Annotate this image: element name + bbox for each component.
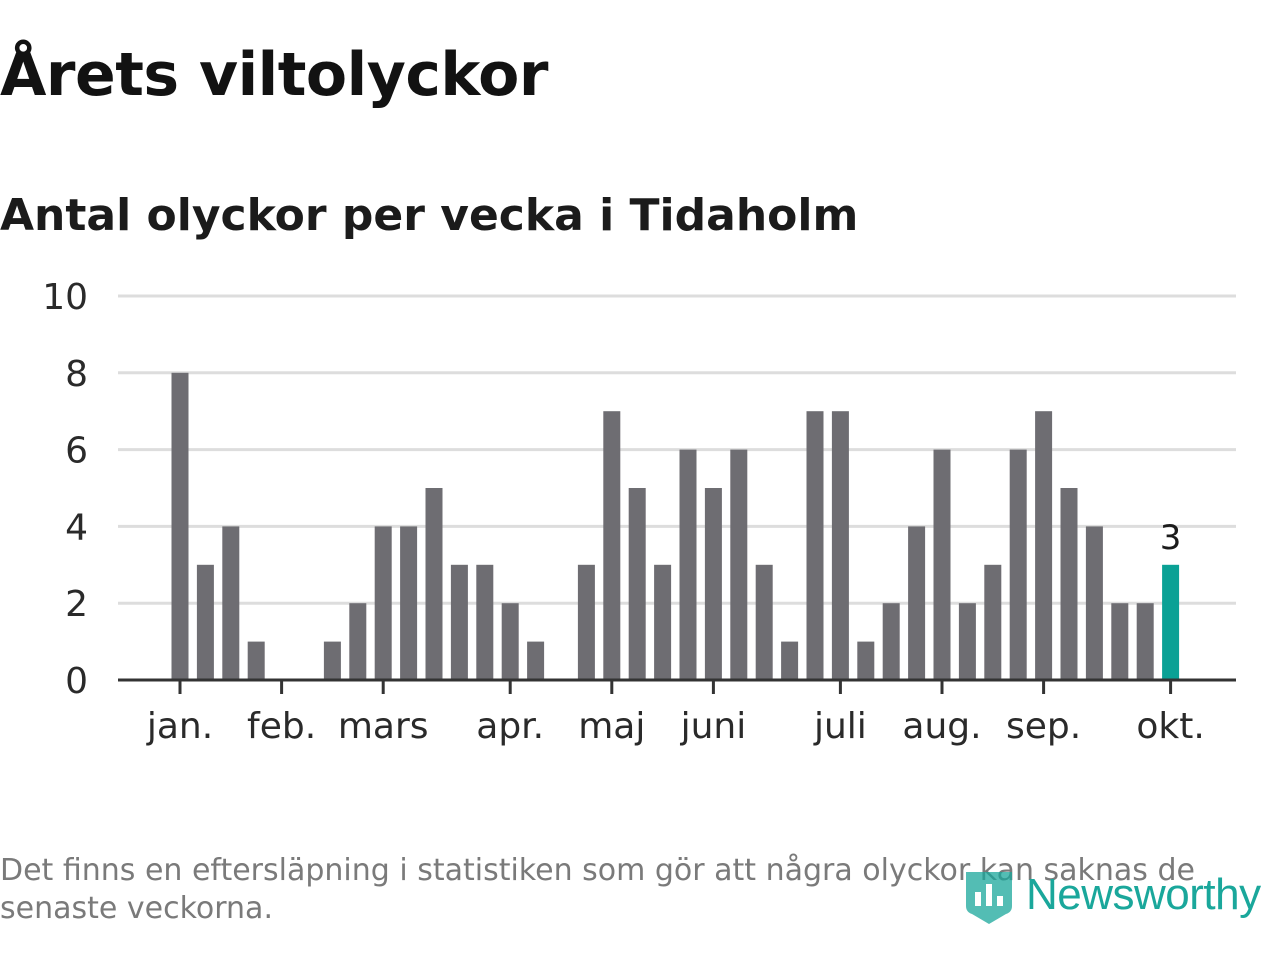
bar xyxy=(704,488,722,680)
y-tick-label: 2 xyxy=(65,584,88,625)
bar xyxy=(222,526,240,680)
x-tick-label: jan. xyxy=(146,706,213,747)
bar xyxy=(400,526,418,680)
x-tick-label: aug. xyxy=(902,706,981,747)
y-tick-label: 0 xyxy=(65,661,88,702)
last-value-label: 3 xyxy=(1160,518,1182,558)
bar xyxy=(679,449,697,680)
x-tick-label: juli xyxy=(813,706,867,747)
chart-subtitle: Antal olyckor per vecka i Tidaholm xyxy=(0,190,859,241)
bar xyxy=(374,526,392,680)
x-tick-label: sep. xyxy=(1006,706,1081,747)
bar xyxy=(654,564,672,680)
bar xyxy=(476,564,494,680)
bar xyxy=(857,641,875,680)
bar xyxy=(755,564,773,680)
bar xyxy=(527,641,545,680)
x-tick-label: mars xyxy=(338,706,429,747)
y-tick-label: 10 xyxy=(42,277,88,318)
bar xyxy=(882,603,900,680)
bar xyxy=(577,564,595,680)
bar xyxy=(730,449,748,680)
x-tick-label: juni xyxy=(680,706,747,747)
bar xyxy=(1060,488,1078,680)
bar xyxy=(1085,526,1103,680)
bar xyxy=(323,641,341,680)
newsworthy-logo: Newsworthy xyxy=(962,860,1261,930)
bar xyxy=(806,411,824,680)
y-tick-label: 6 xyxy=(65,431,88,472)
bar xyxy=(425,488,443,680)
bar xyxy=(349,603,367,680)
bar xyxy=(1009,449,1027,680)
x-tick-label: okt. xyxy=(1136,706,1204,747)
bar xyxy=(958,603,976,680)
bar xyxy=(196,564,214,680)
bar-chart: 0 2 4 6 8 10 jan. feb. mars apr. maj juni juli aug. s… xyxy=(42,277,1236,747)
bar xyxy=(247,641,265,680)
y-tick-label: 8 xyxy=(65,354,88,395)
chart-title: Årets viltolyckor xyxy=(0,40,549,110)
y-axis-ticks: 0 2 4 6 8 10 xyxy=(42,277,88,702)
newsworthy-logo-text: Newsworthy xyxy=(1026,870,1261,919)
bar xyxy=(628,488,646,680)
bar-highlight xyxy=(1162,564,1180,680)
bar xyxy=(831,411,849,680)
bar xyxy=(171,372,189,680)
bar xyxy=(603,411,621,680)
bar xyxy=(1035,411,1053,680)
x-tick-label: apr. xyxy=(476,706,544,747)
newsworthy-logo-icon xyxy=(966,872,1012,924)
bar xyxy=(450,564,468,680)
x-tick-label: feb. xyxy=(247,706,316,747)
bar xyxy=(1136,603,1154,680)
bar xyxy=(1111,603,1129,680)
y-tick-label: 4 xyxy=(65,507,88,548)
bar xyxy=(501,603,519,680)
data-labels: 3 xyxy=(1160,518,1182,558)
x-tick-label: maj xyxy=(578,706,645,747)
bar xyxy=(933,449,951,680)
bar xyxy=(781,641,799,680)
bar xyxy=(908,526,926,680)
bar xyxy=(984,564,1002,680)
bars xyxy=(171,372,1180,680)
x-axis-ticks: jan. feb. mars apr. maj juni juli aug. sep. okt. xyxy=(146,680,1205,747)
